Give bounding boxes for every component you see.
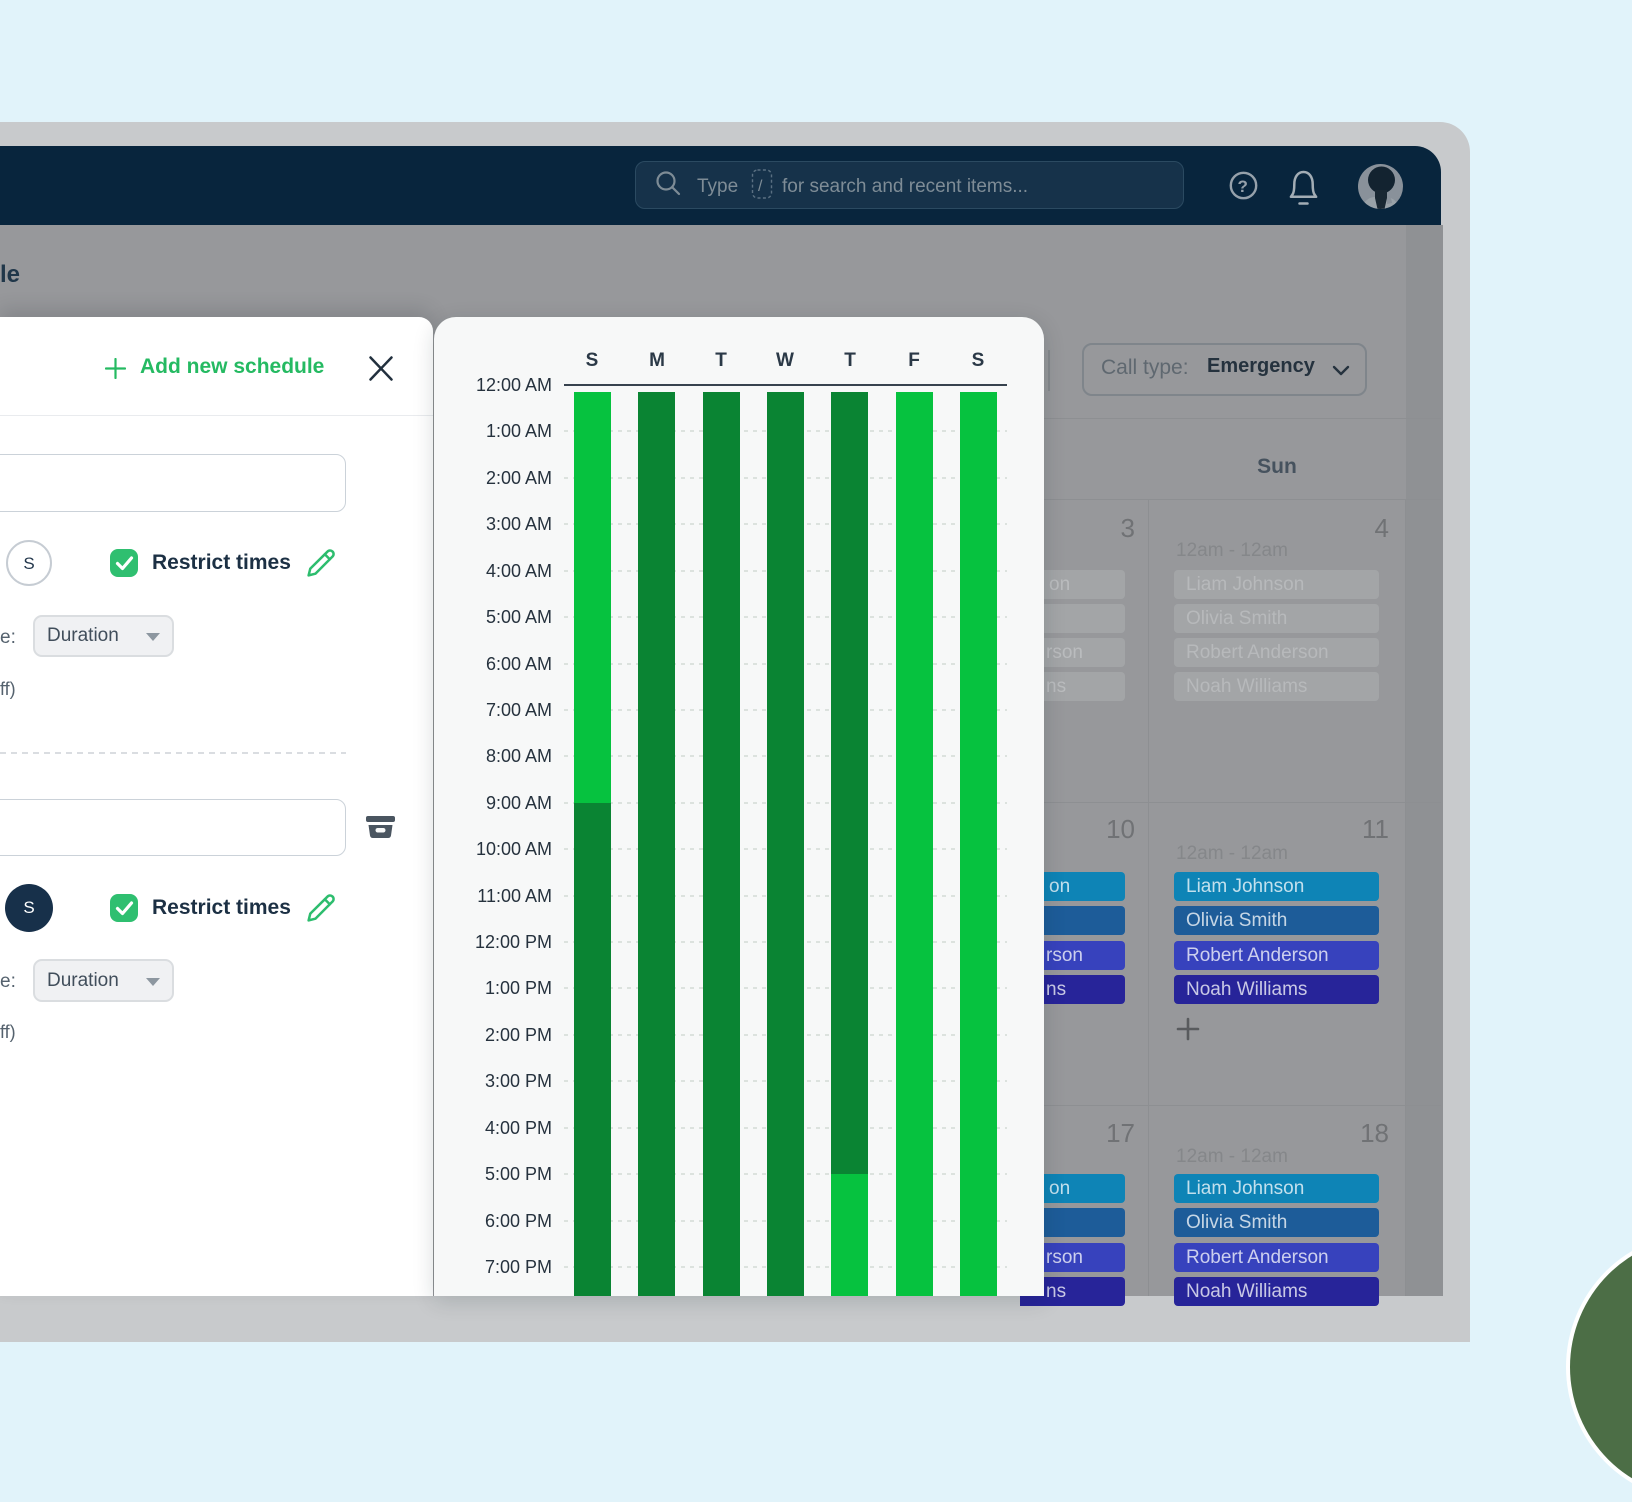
svg-text:for search and recent items...: for search and recent items... — [782, 176, 1028, 197]
svg-text:Type: Type — [697, 176, 738, 197]
svg-text:?: ? — [1238, 177, 1248, 196]
svg-text:/: / — [758, 178, 763, 195]
